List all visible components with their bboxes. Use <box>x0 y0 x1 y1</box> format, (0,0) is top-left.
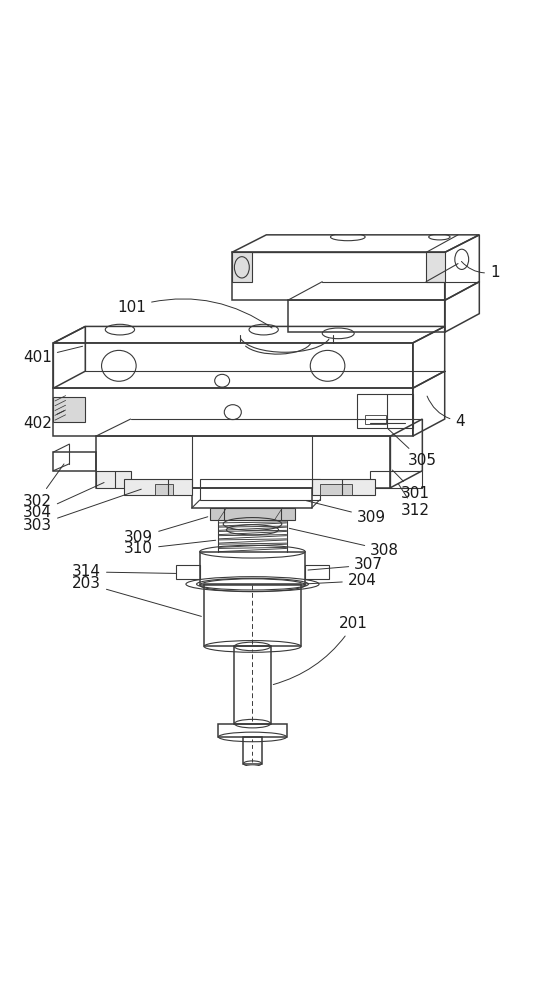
Text: 310: 310 <box>124 540 216 556</box>
Polygon shape <box>96 471 131 488</box>
Text: 201: 201 <box>273 616 368 685</box>
Text: 309: 309 <box>306 501 386 525</box>
Text: 304: 304 <box>23 483 104 520</box>
Text: 314: 314 <box>72 564 176 579</box>
Text: 204: 204 <box>304 573 377 588</box>
Text: 302: 302 <box>23 464 64 509</box>
Text: 312: 312 <box>398 484 430 518</box>
Text: 1: 1 <box>462 261 500 280</box>
Polygon shape <box>124 479 192 495</box>
Polygon shape <box>232 252 252 282</box>
Text: 307: 307 <box>308 557 383 572</box>
Text: 4: 4 <box>427 396 465 429</box>
Polygon shape <box>154 484 173 495</box>
Text: 301: 301 <box>392 470 430 501</box>
Text: 303: 303 <box>23 489 141 533</box>
Text: 402: 402 <box>23 411 64 431</box>
Polygon shape <box>320 484 351 495</box>
Text: 305: 305 <box>388 429 436 468</box>
Polygon shape <box>210 508 295 520</box>
Polygon shape <box>426 252 445 282</box>
Polygon shape <box>53 397 86 422</box>
Text: 308: 308 <box>289 528 399 558</box>
Text: 401: 401 <box>23 346 83 365</box>
Text: 101: 101 <box>117 299 272 328</box>
Polygon shape <box>312 479 376 495</box>
Text: 309: 309 <box>124 517 208 545</box>
Text: 203: 203 <box>72 576 201 616</box>
